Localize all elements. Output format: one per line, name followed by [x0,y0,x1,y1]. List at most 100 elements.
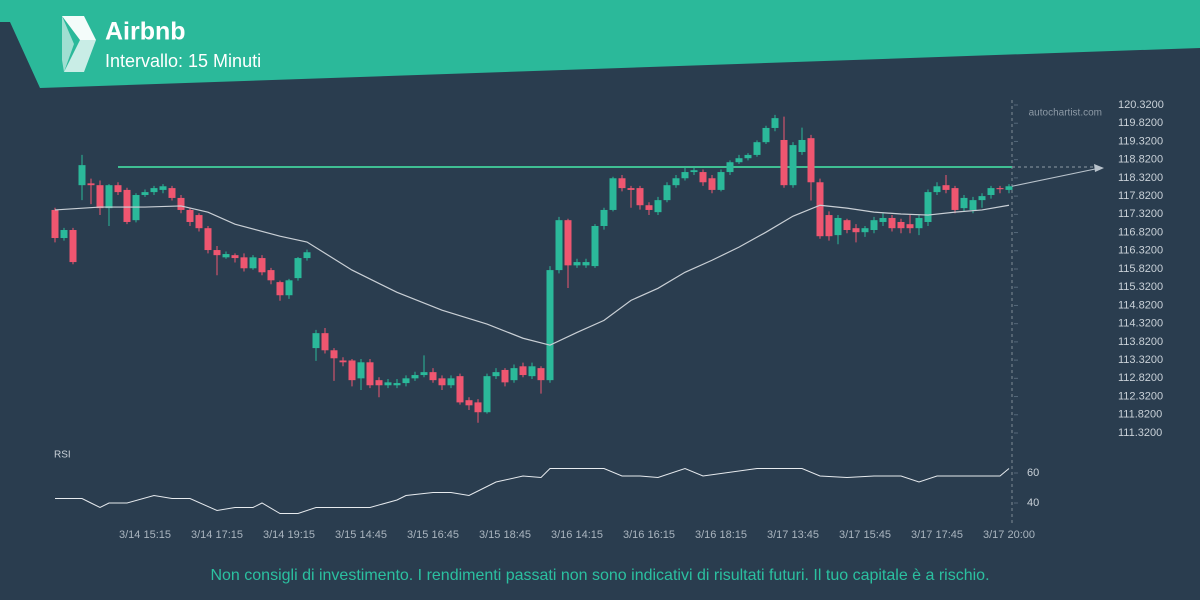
disclaimer: Non consigli di investimento. I rendimen… [210,567,989,584]
candle-body [465,400,473,406]
header-banner [0,0,1200,88]
candle-body [285,280,293,296]
y-tick-label: 114.3200 [1118,318,1163,330]
rsi-tick-label: 40 [1027,497,1039,509]
candle-body [357,362,365,379]
candle-body [600,209,608,226]
candle-body [726,162,734,173]
candle-body [681,172,689,179]
x-tick-label: 3/17 20:00 [983,529,1035,541]
candle-body [105,185,113,209]
x-tick-label: 3/16 18:15 [695,529,747,541]
candle-body [447,378,455,386]
candle-body [456,376,464,403]
candle-body [645,205,653,210]
candle-body [924,192,932,222]
candle-body [249,257,257,269]
x-tick-label: 3/16 14:15 [551,529,603,541]
candle-body [672,178,680,186]
x-tick-label: 3/14 17:15 [191,529,243,541]
logo-part [62,16,74,72]
candle-body [906,224,914,229]
candle-body [69,230,77,263]
candle-body [114,185,122,193]
y-tick-label: 112.8200 [1118,372,1163,384]
chart-title: Airbnb [105,18,186,46]
candle-body [555,220,563,271]
candle-body [753,142,761,155]
candle-body [780,139,788,186]
candle-body [303,252,311,259]
candle-body [888,217,896,229]
candle-body [519,366,527,376]
candle-body [420,372,428,376]
candle-body [483,376,491,413]
x-tick-label: 3/15 18:45 [479,529,531,541]
candle-body [636,188,644,206]
candle-body [744,154,752,159]
candle-body [438,378,446,386]
x-tick-label: 3/17 17:45 [911,529,963,541]
candle-body [141,192,149,196]
candle-body [510,368,518,381]
candle-body [996,188,1004,190]
candle-body [312,333,320,349]
candle-body [897,221,905,229]
candle-body [987,188,995,196]
y-tick-label: 115.3200 [1118,281,1163,293]
logo [62,16,96,72]
candle-body [474,402,482,413]
candle-body [186,209,194,222]
candle-body [708,178,716,190]
candle-body [762,127,770,143]
x-tick-label: 3/14 19:15 [263,529,315,541]
candle-body [654,200,662,213]
candle-body [339,360,347,363]
y-tick-label: 111.3200 [1118,427,1162,439]
y-tick-label: 115.8200 [1118,263,1163,275]
y-tick-label: 117.3200 [1118,208,1163,220]
forecast-arrowhead [1094,163,1104,172]
candle-body [852,228,860,233]
candle-body [240,257,248,269]
candle-body [528,366,536,377]
y-tick-label: 114.8200 [1118,299,1163,311]
candle-body [123,189,131,222]
y-tick-label: 113.8200 [1118,336,1163,348]
candle-body [942,185,950,190]
candle-body [978,196,986,201]
x-tick-label: 3/16 16:15 [623,529,675,541]
x-tick-label: 3/15 16:45 [407,529,459,541]
candle-body [564,220,572,266]
x-tick-label: 3/15 14:45 [335,529,387,541]
rsi-line [55,467,1010,514]
candle-body [627,188,635,190]
candle-body [582,262,590,266]
candle-body [699,172,707,183]
candle-body [402,378,410,384]
forecast-arrow [1011,167,1101,187]
candle-body [231,255,239,259]
candle-body [294,258,302,279]
y-tick-label: 119.3200 [1118,135,1163,147]
candle-body [951,188,959,210]
candle-body [933,186,941,193]
candle-body [177,197,185,210]
candle-body [168,188,176,198]
candle-body [573,262,581,266]
candle-body [159,186,167,190]
logo-part [64,40,96,72]
candle-body [222,254,230,258]
candle-body [546,270,554,381]
candle-body [321,333,329,351]
candle-body [393,383,401,386]
candle-body [609,178,617,210]
x-tick-label: 3/14 15:15 [119,529,171,541]
candle-body [60,230,68,239]
candle-body [816,182,824,237]
candle-body [429,372,437,381]
candle-body [591,225,599,267]
